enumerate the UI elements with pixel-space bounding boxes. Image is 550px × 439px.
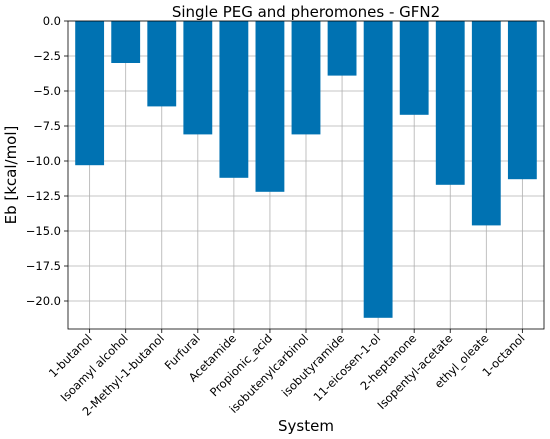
bar — [507, 21, 537, 180]
y-tick-label: −17.5 — [26, 259, 61, 273]
bar — [471, 21, 501, 226]
y-ticks: 0.0 −2.5 −5.0 −7.5 −10.0 −12.5 −15.0 −17.5 −20.0 — [26, 14, 68, 308]
bar — [435, 21, 465, 185]
bar — [363, 21, 393, 318]
bar — [183, 21, 213, 135]
y-tick-label: −2.5 — [33, 49, 61, 63]
bar — [255, 21, 285, 192]
x-tick-label: isobutyramide — [279, 331, 347, 399]
bars — [75, 21, 537, 318]
bar — [111, 21, 141, 63]
bar — [147, 21, 177, 107]
bar — [399, 21, 429, 115]
y-tick-label: −5.0 — [33, 84, 61, 98]
y-tick-label: −10.0 — [26, 154, 61, 168]
y-tick-label: −20.0 — [26, 294, 61, 308]
chart-title: Single PEG and pheromones - GFN2 — [172, 3, 440, 21]
y-axis-label: Eb [kcal/mol] — [2, 126, 20, 225]
bar — [327, 21, 357, 76]
bar — [75, 21, 105, 166]
y-tick-label: −15.0 — [26, 224, 61, 238]
bar — [291, 21, 321, 135]
x-axis-label: System — [278, 417, 334, 435]
y-tick-label: −7.5 — [33, 119, 61, 133]
plot-frame — [67, 20, 545, 330]
y-tick-label: 0.0 — [43, 14, 61, 28]
y-tick-label: −12.5 — [26, 189, 61, 203]
bar — [219, 21, 249, 178]
x-tick-label: Propionic_acid — [207, 331, 275, 399]
